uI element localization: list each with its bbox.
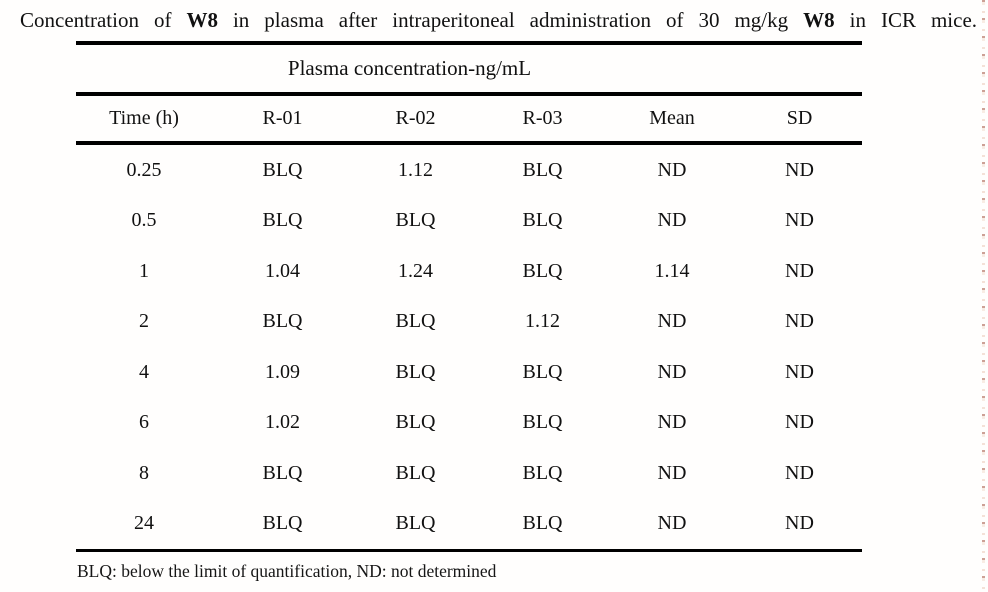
column-header-r01: R-01 [212, 94, 353, 145]
group-header-spacer [607, 43, 862, 96]
table-cell: ND [657, 310, 687, 333]
table-cell: 0.25 [126, 158, 162, 181]
column-header-row: Time (h) R-01 R-02 R-03 Mean SD [76, 94, 862, 145]
table-cell: 6 [139, 411, 149, 434]
group-header-cell: Plasma concentration-ng/mL [212, 43, 607, 96]
table-cell: 1.04 [265, 259, 300, 282]
table-cell: ND [785, 360, 814, 383]
table-cell: ND [785, 259, 814, 282]
caption-text: in plasma after intraperitoneal administ… [232, 8, 789, 32]
table-cell: 1.12 [398, 158, 433, 181]
caption-text: in ICR mice. [849, 8, 978, 32]
table-row: 6 1.02 BLQ BLQ ND ND [76, 398, 862, 449]
table-cell: 4 [139, 360, 149, 383]
table-cell: BLQ [395, 512, 436, 535]
table-cell: 1.14 [654, 259, 690, 282]
table-cell: BLQ [522, 158, 563, 181]
table-cell: ND [785, 411, 814, 434]
group-header-row: Plasma concentration-ng/mL [76, 43, 862, 96]
table-cell: 1.12 [525, 310, 560, 333]
table-cell: ND [657, 411, 687, 434]
caption-text: Concentration of [20, 8, 172, 32]
table-cell: ND [785, 512, 814, 535]
page-edge-dotted-mark [982, 0, 985, 592]
table-cell: BLQ [395, 310, 436, 333]
table-cell: BLQ [522, 209, 563, 232]
table-cell: ND [785, 310, 814, 333]
table-cell: ND [657, 512, 687, 535]
column-header-r02: R-02 [353, 94, 478, 145]
table-cell: ND [785, 209, 814, 232]
table-cell: BLQ [395, 411, 436, 434]
table-cell: ND [785, 461, 814, 484]
table-footnote: BLQ: below the limit of quantification, … [77, 561, 497, 581]
table-cell: BLQ [395, 461, 436, 484]
table-cell: BLQ [522, 512, 563, 535]
table-cell: BLQ [262, 310, 303, 333]
table-cell: 1.09 [265, 360, 300, 383]
column-header-sd: SD [737, 94, 862, 145]
table-row: 0.5 BLQ BLQ BLQ ND ND [76, 196, 862, 247]
table-caption: Concentration of W8 in plasma after intr… [20, 7, 977, 33]
table-row: 8 BLQ BLQ BLQ ND ND [76, 448, 862, 499]
group-header-spacer [76, 43, 212, 96]
table-cell: BLQ [262, 461, 303, 484]
table-cell: BLQ [522, 411, 563, 434]
table-cell: ND [657, 461, 687, 484]
plasma-concentration-table-wrap: Plasma concentration-ng/mL Time (h) R-01… [76, 41, 862, 552]
column-header-time: Time (h) [76, 94, 212, 145]
table-cell: ND [657, 360, 687, 383]
table-cell: BLQ [522, 461, 563, 484]
table-cell: 0.5 [131, 209, 157, 232]
table-cell: ND [657, 209, 687, 232]
table-cell: BLQ [522, 259, 563, 282]
table-cell: ND [657, 158, 687, 181]
table-row: 4 1.09 BLQ BLQ ND ND [76, 347, 862, 398]
table-cell: 1 [139, 259, 149, 282]
table-cell: ND [785, 158, 814, 181]
table-cell: 1.24 [398, 259, 433, 282]
table-cell: 1.02 [265, 411, 300, 434]
table-cell: BLQ [262, 158, 303, 181]
table-cell: 24 [134, 512, 154, 535]
table-cell: BLQ [262, 209, 303, 232]
table-cell: 2 [139, 310, 149, 333]
column-header-mean: Mean [607, 94, 737, 145]
table-cell: 8 [139, 461, 149, 484]
table-row: 24 BLQ BLQ BLQ ND ND [76, 499, 862, 551]
compound-name-bold: W8 [803, 8, 835, 32]
column-header-r03: R-03 [478, 94, 607, 145]
table-cell: BLQ [522, 360, 563, 383]
table-cell: BLQ [395, 360, 436, 383]
table-cell: BLQ [395, 209, 436, 232]
table-row: 2 BLQ BLQ 1.12 ND ND [76, 297, 862, 348]
plasma-concentration-table: Plasma concentration-ng/mL Time (h) R-01… [76, 41, 862, 552]
table-cell: BLQ [262, 512, 303, 535]
table-row: 1 1.04 1.24 BLQ 1.14 ND [76, 246, 862, 297]
compound-name-bold: W8 [186, 8, 218, 32]
table-row: 0.25 BLQ 1.12 BLQ ND ND [76, 143, 862, 196]
